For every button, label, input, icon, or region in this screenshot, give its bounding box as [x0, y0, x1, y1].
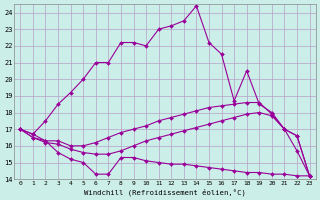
X-axis label: Windchill (Refroidissement éolien,°C): Windchill (Refroidissement éolien,°C) [84, 188, 246, 196]
